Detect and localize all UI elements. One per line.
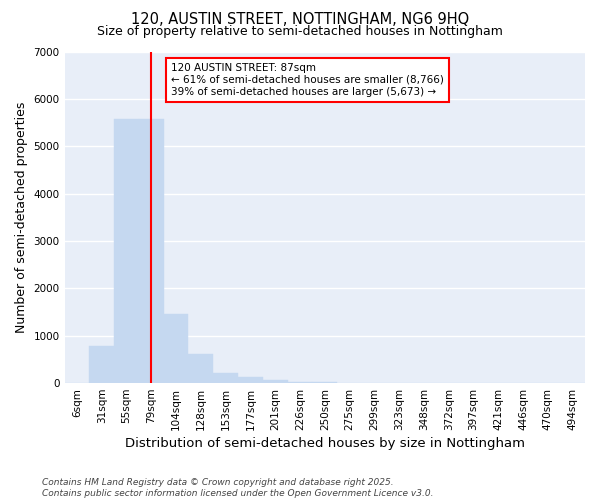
- Bar: [139, 119, 164, 383]
- Bar: [164, 314, 188, 383]
- Bar: [287, 382, 313, 383]
- X-axis label: Distribution of semi-detached houses by size in Nottingham: Distribution of semi-detached houses by …: [125, 437, 525, 450]
- Text: Size of property relative to semi-detached houses in Nottingham: Size of property relative to semi-detach…: [97, 24, 503, 38]
- Text: Contains HM Land Registry data © Crown copyright and database right 2025.
Contai: Contains HM Land Registry data © Crown c…: [42, 478, 433, 498]
- Bar: [89, 346, 114, 383]
- Bar: [114, 119, 139, 383]
- Text: 120, AUSTIN STREET, NOTTINGHAM, NG6 9HQ: 120, AUSTIN STREET, NOTTINGHAM, NG6 9HQ: [131, 12, 469, 28]
- Bar: [263, 380, 287, 383]
- Bar: [213, 372, 238, 383]
- Y-axis label: Number of semi-detached properties: Number of semi-detached properties: [15, 102, 28, 333]
- Text: 120 AUSTIN STREET: 87sqm
← 61% of semi-detached houses are smaller (8,766)
39% o: 120 AUSTIN STREET: 87sqm ← 61% of semi-d…: [171, 64, 444, 96]
- Bar: [238, 378, 263, 383]
- Bar: [313, 382, 337, 383]
- Bar: [188, 354, 213, 383]
